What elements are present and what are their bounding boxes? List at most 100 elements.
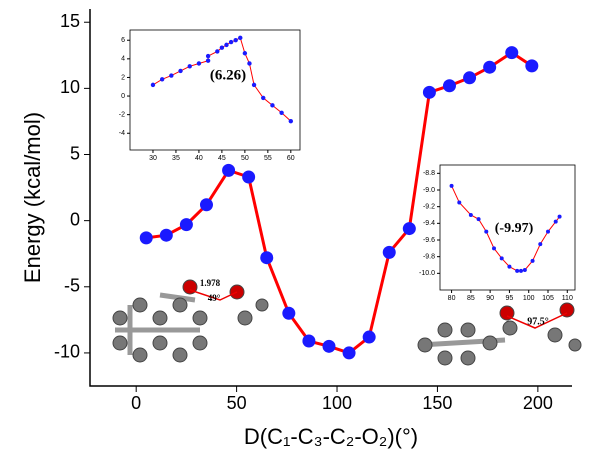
- x-tick-label: 105: [542, 295, 554, 302]
- data-point: [554, 220, 558, 224]
- plot-frame: [130, 30, 300, 150]
- data-point: [282, 307, 295, 320]
- x-tick-label: 150: [422, 393, 452, 413]
- data-point: [220, 45, 224, 49]
- data-point: [215, 49, 219, 53]
- y-tick-label: 15: [60, 11, 80, 31]
- data-point: [160, 229, 173, 242]
- data-point: [450, 184, 454, 188]
- data-point: [160, 77, 164, 81]
- data-point: [206, 54, 210, 58]
- data-point: [531, 259, 535, 263]
- data-point: [243, 51, 247, 55]
- x-tick-label: 85: [467, 295, 475, 302]
- data-point: [523, 268, 527, 272]
- data-point: [206, 58, 210, 62]
- x-tick-label: 200: [523, 393, 553, 413]
- y-tick-label: -9.4: [423, 220, 435, 227]
- y-tick-label: -9.2: [423, 204, 435, 211]
- y-tick-label: -9.8: [423, 254, 435, 261]
- data-point: [224, 43, 228, 47]
- y-tick-label: -9.0: [423, 187, 435, 194]
- x-tick-label: 55: [264, 155, 272, 162]
- x-tick-label: 90: [486, 295, 494, 302]
- data-point: [151, 83, 155, 87]
- data-point: [343, 346, 356, 359]
- x-tick-label: 100: [322, 393, 352, 413]
- annotation: 97.5°: [527, 316, 549, 327]
- data-point: [252, 83, 256, 87]
- x-tick-label: 0: [131, 393, 141, 413]
- annotation: (-9.97): [495, 221, 534, 236]
- data-point: [519, 269, 523, 273]
- y-tick-label: -10.0: [419, 270, 435, 277]
- data-point: [222, 164, 235, 177]
- data-point: [302, 335, 315, 348]
- data-point: [469, 213, 473, 217]
- annotation: (6.26): [210, 67, 246, 83]
- data-point: [233, 38, 237, 42]
- data-point: [261, 96, 265, 100]
- x-tick-label: 40: [195, 155, 203, 162]
- data-point: [423, 86, 436, 99]
- y-tick-label: -5: [64, 276, 80, 296]
- y-tick-label: 0: [121, 93, 125, 100]
- data-point: [178, 69, 182, 73]
- data-point: [505, 46, 518, 59]
- x-axis-label: D(C₁-C₃-C₂-O₂)(°): [244, 424, 418, 449]
- x-tick-label: 35: [172, 155, 180, 162]
- data-point: [558, 215, 562, 219]
- y-axis-label: Energy (kcal/mol): [20, 112, 45, 283]
- data-point: [322, 340, 335, 353]
- x-tick-label: 110: [562, 295, 573, 302]
- data-point: [443, 79, 456, 92]
- data-point: [538, 242, 542, 246]
- y-tick-label: 5: [70, 143, 80, 163]
- y-tick-label: -2: [119, 111, 125, 118]
- x-tick-label: 45: [218, 155, 226, 162]
- y-tick-label: 2: [121, 74, 125, 81]
- x-tick-label: 50: [241, 155, 249, 162]
- y-tick-label: 0: [70, 209, 80, 229]
- data-point: [403, 222, 416, 235]
- y-tick-label: 6: [121, 37, 125, 44]
- data-point: [483, 61, 496, 74]
- data-point: [279, 111, 283, 115]
- data-point: [477, 217, 481, 221]
- data-point: [247, 61, 251, 65]
- data-point: [289, 119, 293, 123]
- data-point: [188, 64, 192, 68]
- data-point: [463, 71, 476, 84]
- data-point: [270, 103, 274, 107]
- data-point: [229, 40, 233, 44]
- data-point: [383, 246, 396, 259]
- chart: 0 50 100 150 200 -10 -5 0 5 10 15 D(C₁-C₃-C₂-O₂)(°)…: [0, 0, 593, 453]
- x-tick-label: 100: [523, 295, 535, 302]
- y-tick-label: -9.6: [423, 237, 435, 244]
- data-point: [457, 201, 461, 205]
- data-point: [500, 256, 504, 260]
- data-point: [492, 246, 496, 250]
- data-point: [140, 231, 153, 244]
- data-point: [515, 269, 519, 273]
- data-point: [238, 36, 242, 40]
- data-point: [546, 230, 550, 234]
- y-tick-label: -8.8: [423, 170, 435, 177]
- data-point: [484, 230, 488, 234]
- data-point: [180, 218, 193, 231]
- x-tick-label: 30: [149, 155, 157, 162]
- data-point: [197, 61, 201, 65]
- y-tick-label: 10: [60, 77, 80, 97]
- data-point: [242, 170, 255, 183]
- data-point: [525, 59, 538, 72]
- data-point: [363, 331, 376, 344]
- data-point: [200, 198, 213, 211]
- x-tick-label: 80: [448, 295, 456, 302]
- data-point: [169, 73, 173, 77]
- y-tick-label: -10: [54, 342, 80, 362]
- x-tick-label: 95: [506, 295, 514, 302]
- y-tick-label: -4: [119, 130, 125, 137]
- annotation: 1.978: [200, 278, 221, 288]
- data-point: [260, 251, 273, 264]
